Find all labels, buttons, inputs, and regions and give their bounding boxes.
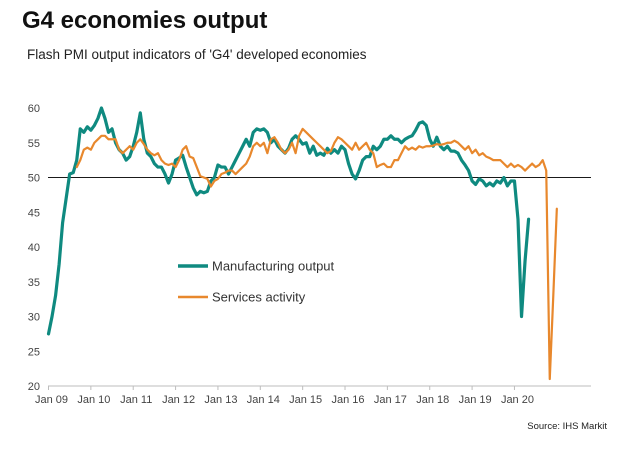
y-axis-ticks: 20 25 30 35 40 45 50 55 60: [28, 103, 40, 393]
x-tick-label: Jan 10: [77, 394, 110, 406]
x-axis-ticks: Jan 09 Jan 10 Jan 11 Jan 12 Jan 13 Jan 14 Jan …: [35, 394, 534, 406]
y-tick-label: 35: [28, 277, 40, 289]
y-tick-label: 60: [28, 103, 40, 115]
x-tick-label: Jan 09: [35, 394, 68, 406]
chart-title: G4 economies output: [22, 7, 268, 34]
series-line-services: [75, 127, 558, 381]
y-tick-label: 20: [28, 381, 40, 393]
y-tick-label: 30: [28, 312, 40, 324]
legend-label-services: Services activity: [212, 290, 306, 305]
x-tick-label: Jan 18: [416, 394, 449, 406]
x-tick-label: Jan 16: [332, 394, 365, 406]
x-tick-label: Jan 19: [459, 394, 492, 406]
y-tick-label: 40: [28, 242, 40, 254]
y-tick-label: 25: [28, 346, 40, 358]
chart-subtitle: Flash PMI output indicators of 'G4' deve…: [27, 47, 367, 62]
x-tick-label: Jan 20: [501, 394, 534, 406]
legend-label-manufacturing: Manufacturing output: [212, 259, 335, 274]
chart-legend: Manufacturing output Services activity: [178, 259, 335, 305]
x-tick-label: Jan 17: [374, 394, 407, 406]
x-tick-label: Jan 13: [204, 394, 237, 406]
y-tick-label: 45: [28, 207, 40, 219]
x-axis-tick-marks: [48, 386, 515, 390]
y-tick-label: 55: [28, 138, 40, 150]
x-tick-label: Jan 12: [162, 394, 195, 406]
x-tick-label: Jan 15: [289, 394, 322, 406]
source-note: Source: IHS Markit: [527, 421, 607, 432]
series-lines: [46, 106, 558, 381]
y-tick-label: 50: [28, 173, 40, 185]
x-tick-label: Jan 11: [120, 394, 152, 406]
x-tick-label: Jan 14: [247, 394, 280, 406]
